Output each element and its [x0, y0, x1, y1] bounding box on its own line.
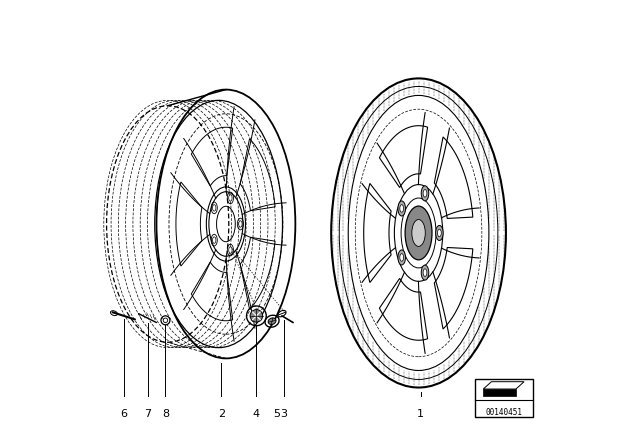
- Ellipse shape: [400, 254, 404, 261]
- Ellipse shape: [228, 195, 232, 201]
- Text: 00140451: 00140451: [485, 408, 522, 417]
- Text: 7: 7: [144, 409, 151, 418]
- Ellipse shape: [423, 269, 427, 276]
- Ellipse shape: [398, 201, 406, 216]
- Ellipse shape: [405, 206, 432, 260]
- Ellipse shape: [212, 237, 216, 243]
- Ellipse shape: [400, 205, 404, 212]
- Ellipse shape: [268, 318, 276, 324]
- Bar: [475, 379, 532, 417]
- Ellipse shape: [423, 190, 427, 197]
- Ellipse shape: [421, 265, 429, 280]
- Ellipse shape: [436, 225, 443, 241]
- Ellipse shape: [228, 247, 232, 253]
- Text: 3: 3: [281, 409, 287, 418]
- Ellipse shape: [412, 220, 426, 246]
- Text: 1: 1: [417, 409, 424, 418]
- Ellipse shape: [250, 310, 262, 322]
- Polygon shape: [483, 389, 516, 396]
- Text: 2: 2: [218, 409, 225, 418]
- Text: 6: 6: [120, 409, 127, 418]
- Text: 8: 8: [162, 409, 169, 418]
- Text: 5: 5: [273, 409, 280, 418]
- Ellipse shape: [421, 186, 429, 201]
- Ellipse shape: [398, 250, 406, 265]
- Ellipse shape: [438, 229, 441, 237]
- Ellipse shape: [212, 205, 216, 211]
- Ellipse shape: [239, 221, 242, 227]
- Text: 4: 4: [253, 409, 260, 418]
- Ellipse shape: [163, 318, 168, 323]
